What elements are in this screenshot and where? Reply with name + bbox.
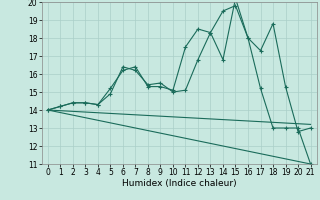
X-axis label: Humidex (Indice chaleur): Humidex (Indice chaleur) (122, 179, 236, 188)
